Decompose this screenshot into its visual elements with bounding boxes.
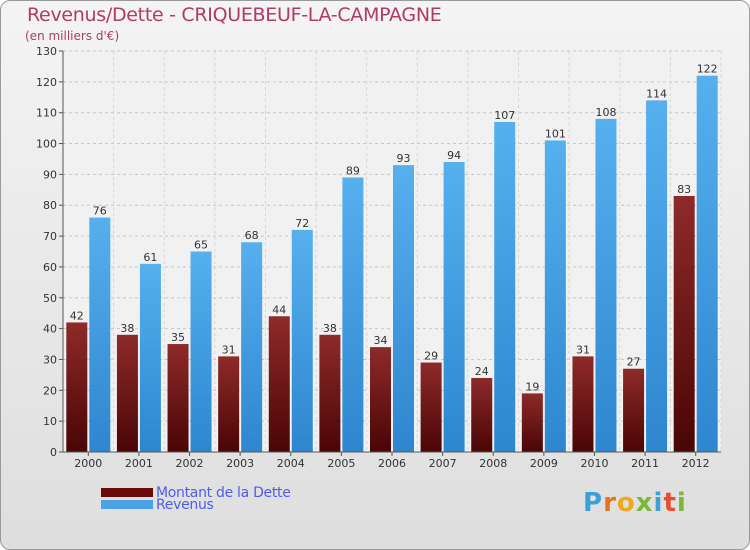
- value-label-revenus: 61: [143, 251, 157, 264]
- value-label-dette: 19: [525, 380, 539, 393]
- bar-revenus: [342, 177, 364, 452]
- value-label-revenus: 72: [295, 217, 309, 230]
- y-tick-label: 10: [43, 415, 57, 428]
- bar-revenus: [494, 121, 516, 452]
- value-label-revenus: 93: [397, 152, 411, 165]
- bar-revenus: [646, 100, 668, 452]
- y-tick-label: 40: [43, 323, 57, 336]
- value-label-revenus: 122: [697, 63, 718, 76]
- value-label-dette: 24: [475, 365, 489, 378]
- legend-label-revenus: Revenus: [156, 497, 214, 513]
- bar-revenus: [696, 75, 718, 452]
- y-tick-label: 80: [43, 199, 57, 212]
- value-label-dette: 35: [171, 331, 185, 344]
- x-tick-label: 2004: [277, 457, 305, 470]
- bar-revenus: [139, 263, 161, 452]
- y-tick-label: 20: [43, 384, 57, 397]
- value-label-dette: 83: [677, 183, 691, 196]
- x-tick-label: 2005: [327, 457, 355, 470]
- chart-title: Revenus/Dette - CRIQUEBEUF-LA-CAMPAGNE: [27, 4, 442, 26]
- y-tick-label: 70: [43, 230, 57, 243]
- x-tick-label: 2002: [176, 457, 204, 470]
- y-tick-label: 50: [43, 292, 57, 305]
- bar-dette: [116, 334, 138, 452]
- bar-dette: [572, 356, 594, 452]
- legend-swatch-revenus: [101, 500, 153, 509]
- bar-revenus: [190, 251, 212, 452]
- x-tick-label: 2012: [682, 457, 710, 470]
- bar-dette: [319, 334, 341, 452]
- y-tick-label: 110: [36, 107, 57, 120]
- x-tick-label: 2011: [631, 457, 659, 470]
- value-label-revenus: 76: [93, 205, 107, 218]
- proxiti-logo: Proxiti: [583, 488, 687, 518]
- y-tick-label: 120: [36, 76, 57, 89]
- value-label-dette: 34: [374, 334, 388, 347]
- x-tick-label: 2010: [580, 457, 608, 470]
- value-label-dette: 44: [272, 303, 286, 316]
- bar-dette: [218, 356, 240, 452]
- value-label-dette: 42: [70, 309, 84, 322]
- x-tick-label: 2009: [530, 457, 558, 470]
- bar-dette: [420, 362, 442, 452]
- legend-swatch-dette: [101, 488, 153, 497]
- x-tick-label: 2003: [226, 457, 254, 470]
- bars: [66, 75, 718, 453]
- bar-dette: [521, 393, 543, 452]
- value-label-dette: 38: [323, 322, 337, 335]
- value-labels: 42 76 38 61 35 65 31 68 44 72 38 89 34 93 29 94 24 107 19 1…: [70, 63, 718, 394]
- y-tick-label: 60: [43, 261, 57, 274]
- x-tick-label: 2001: [125, 457, 153, 470]
- value-label-revenus: 89: [346, 164, 360, 177]
- plot-area: [63, 51, 721, 452]
- bar-dette: [268, 316, 290, 452]
- y-tick-label: 130: [36, 45, 57, 58]
- value-label-revenus: 94: [447, 149, 461, 162]
- bar-dette: [673, 195, 695, 452]
- y-tick-label: 0: [50, 446, 57, 459]
- bar-revenus: [291, 229, 313, 452]
- x-tick-label: 2006: [378, 457, 406, 470]
- value-label-revenus: 101: [545, 127, 566, 140]
- bar-revenus: [241, 242, 263, 452]
- y-tick-label: 100: [36, 138, 57, 151]
- value-label-revenus: 108: [595, 106, 616, 119]
- axes: 0 10 20 30 40 50 60 70 80 90 100 110 120 130 2000 2001 2…: [36, 45, 721, 470]
- bar-revenus: [89, 217, 111, 452]
- x-tick-label: 2000: [74, 457, 102, 470]
- bar-revenus: [595, 118, 617, 452]
- value-label-dette: 38: [120, 322, 134, 335]
- grid-lines: [62, 50, 722, 453]
- bar-dette: [370, 347, 391, 452]
- value-label-revenus: 68: [245, 229, 259, 242]
- value-label-revenus: 65: [194, 239, 208, 252]
- bar-revenus: [544, 140, 566, 452]
- bar-revenus: [393, 165, 414, 452]
- y-tick-label: 30: [43, 353, 57, 366]
- bar-dette: [471, 377, 493, 452]
- chart-subtitle: (en milliers d'€): [25, 29, 120, 43]
- bar-dette: [66, 322, 88, 452]
- y-tick-label: 90: [43, 168, 57, 181]
- x-tick-label: 2008: [479, 457, 507, 470]
- value-label-dette: 27: [627, 356, 641, 369]
- value-label-revenus: 107: [494, 109, 515, 122]
- value-label-dette: 31: [576, 343, 590, 356]
- value-label-dette: 31: [222, 343, 236, 356]
- bar-dette: [623, 368, 645, 452]
- bar-dette: [167, 344, 189, 452]
- legend-label-dette: Montant de la Dette: [156, 485, 291, 501]
- x-tick-label: 2007: [429, 457, 457, 470]
- value-label-revenus: 114: [646, 87, 667, 100]
- bar-revenus: [443, 162, 465, 453]
- value-label-dette: 29: [424, 350, 438, 363]
